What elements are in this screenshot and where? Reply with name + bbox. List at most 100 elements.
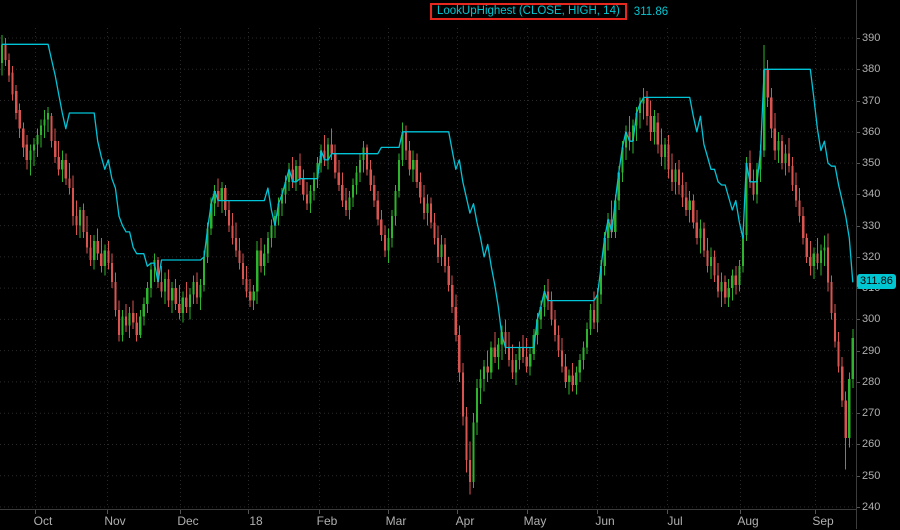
candle-body (419, 181, 422, 198)
candle-body (241, 263, 245, 279)
candle-body (596, 294, 599, 323)
candle-body (639, 103, 642, 114)
candle-body (614, 200, 617, 232)
candle-body (295, 166, 298, 182)
candle-body (674, 169, 677, 182)
candle-body (741, 234, 745, 267)
candle-body (702, 228, 706, 251)
candle-body (284, 181, 287, 195)
candle-body (670, 169, 674, 182)
candle-body (405, 131, 408, 151)
candle-body (837, 341, 840, 367)
candle-body (43, 119, 46, 126)
candle-body (787, 153, 791, 167)
candle-body (568, 375, 571, 382)
candle-body (490, 347, 493, 373)
candle-body (486, 366, 489, 373)
candle-body (436, 238, 440, 257)
candle-body (351, 184, 355, 198)
candle-body (685, 197, 688, 210)
candle-body (114, 281, 117, 311)
candle-body (752, 181, 755, 195)
candle-body (677, 169, 681, 185)
x-axis-tick (667, 510, 668, 514)
candle-body (156, 259, 160, 282)
candle-body (444, 244, 447, 267)
x-axis-label: Aug (737, 514, 759, 528)
candle-body (11, 72, 14, 95)
candle-body (380, 219, 383, 235)
time-axis[interactable]: Oct Nov Dec 18 Feb Mar Apr May Jun Jul Aug Sep (0, 509, 856, 530)
candle-body (851, 338, 854, 379)
candle-body (748, 163, 752, 182)
price-chart-pane[interactable] (0, 0, 856, 509)
candle-body (731, 275, 734, 289)
x-axis-tick (597, 510, 598, 514)
y-axis-label: 380 (862, 63, 881, 75)
y-axis-label: 240 (862, 501, 881, 513)
x-axis-tick (527, 510, 528, 514)
candle-body (7, 59, 11, 76)
candle-body (415, 159, 418, 182)
candle-body (309, 191, 312, 204)
candle-body (642, 97, 645, 104)
candle-body (628, 131, 631, 142)
candle-body (571, 375, 574, 386)
candle-body (507, 347, 511, 361)
candle-body (85, 231, 89, 248)
candle-body (709, 256, 713, 267)
candle-body (844, 400, 847, 439)
y-axis-tick (857, 163, 860, 164)
candle-body (564, 366, 567, 382)
candle-body (426, 203, 429, 214)
indicator-header: LookUpHighest (CLOSE, HIGH, 14) 311.86 (430, 3, 668, 20)
candle-body (461, 372, 464, 417)
y-axis-label: 250 (862, 470, 881, 482)
candle-body (327, 144, 330, 160)
y-axis-tick (857, 507, 860, 508)
candle-body (784, 153, 787, 164)
candle-body (61, 159, 64, 170)
x-axis-label: Mar (385, 514, 407, 528)
candle-body (128, 313, 131, 326)
candle-body (93, 241, 96, 260)
y-axis-label: 340 (862, 188, 881, 200)
candle-body (454, 306, 457, 336)
y-axis-label: 290 (862, 345, 881, 357)
candle-body (298, 166, 301, 179)
candle-body (841, 366, 844, 401)
price-axis[interactable]: 3903803703603503403303203103002902802702… (856, 0, 900, 529)
candle-body (791, 166, 794, 185)
candle-body (447, 266, 450, 286)
x-axis-label: Jun (595, 514, 615, 528)
candle-body (766, 69, 769, 98)
candle-body (582, 347, 585, 361)
candlestick-chart[interactable] (0, 0, 856, 509)
candle-body (39, 125, 43, 135)
candle-body (433, 222, 436, 239)
candle-body (210, 203, 213, 229)
candle-body (777, 141, 780, 151)
candle-body (692, 200, 695, 223)
candle-body (816, 253, 819, 264)
candle-body (465, 416, 468, 461)
candle-body (227, 209, 230, 226)
candle-body (291, 169, 294, 182)
candle-body (699, 228, 702, 239)
candle-body (635, 113, 638, 126)
candle-body (557, 335, 560, 351)
candle-body (610, 219, 613, 232)
y-axis-label: 360 (862, 126, 881, 138)
candle-body (504, 331, 507, 348)
candle-body (479, 378, 482, 389)
x-axis-tick (180, 510, 181, 514)
candle-body (770, 97, 773, 129)
candle-body (734, 275, 737, 286)
y-axis-label: 330 (862, 220, 881, 232)
y-axis-label: 270 (862, 407, 881, 419)
candles-layer (0, 34, 854, 495)
candle-body (110, 263, 113, 282)
indicator-label[interactable]: LookUpHighest (CLOSE, HIGH, 14) (430, 3, 627, 20)
candle-body (135, 322, 138, 336)
candle-body (231, 225, 234, 239)
